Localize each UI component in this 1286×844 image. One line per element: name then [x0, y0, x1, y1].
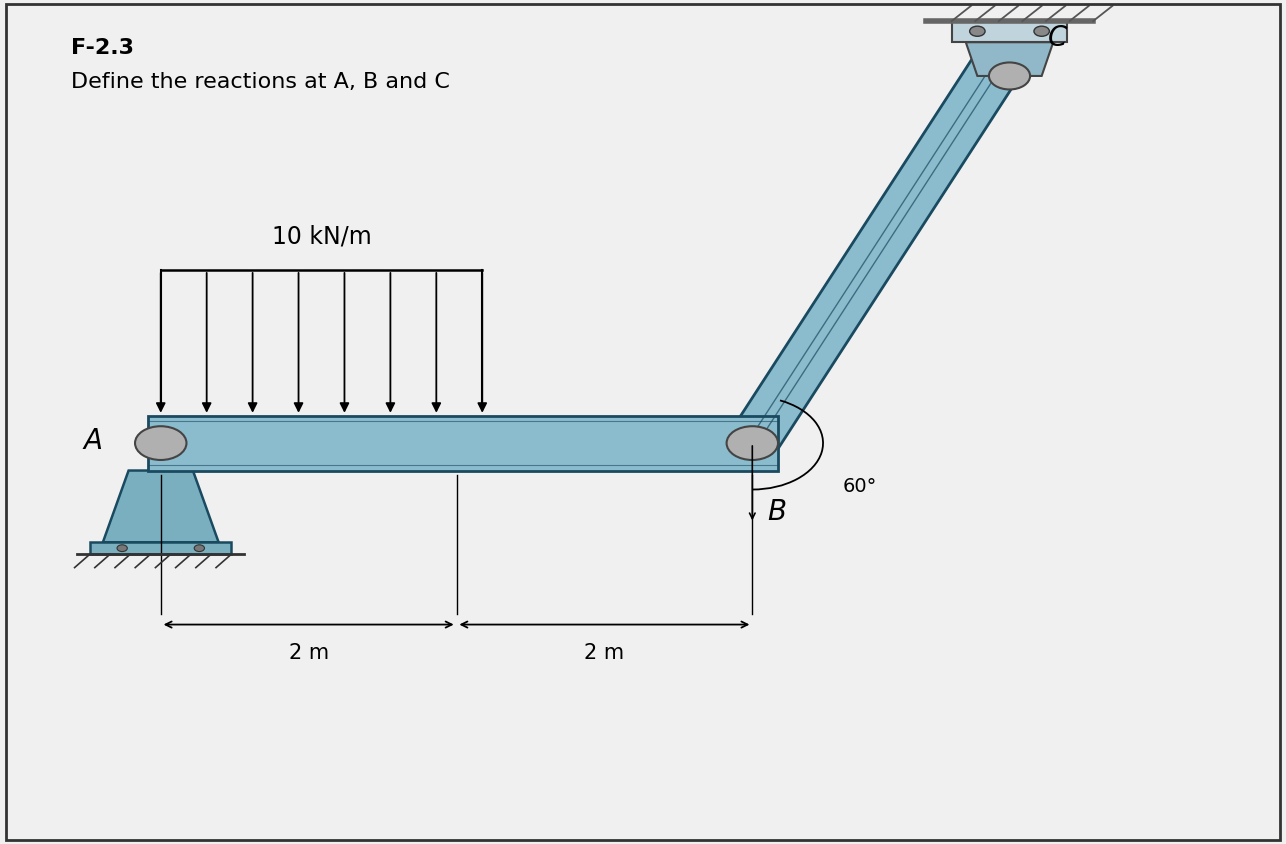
- FancyBboxPatch shape: [148, 415, 778, 470]
- Text: 10 kN/m: 10 kN/m: [271, 225, 372, 249]
- Circle shape: [970, 26, 985, 36]
- Circle shape: [135, 426, 186, 460]
- Circle shape: [1034, 26, 1049, 36]
- Circle shape: [117, 545, 127, 552]
- Text: B: B: [768, 498, 787, 526]
- Text: 2 m: 2 m: [584, 643, 625, 663]
- FancyBboxPatch shape: [90, 543, 231, 554]
- Circle shape: [727, 426, 778, 460]
- Text: C: C: [1048, 24, 1067, 52]
- Text: A: A: [84, 427, 103, 456]
- Polygon shape: [966, 42, 1053, 76]
- Polygon shape: [103, 470, 219, 543]
- FancyBboxPatch shape: [952, 21, 1067, 42]
- Circle shape: [194, 545, 204, 552]
- Text: 60°: 60°: [842, 477, 877, 496]
- Text: 2 m: 2 m: [288, 643, 329, 663]
- Text: F-2.3: F-2.3: [71, 38, 134, 58]
- Text: Define the reactions at A, B and C: Define the reactions at A, B and C: [71, 72, 450, 92]
- Polygon shape: [728, 40, 1034, 450]
- Circle shape: [989, 62, 1030, 89]
